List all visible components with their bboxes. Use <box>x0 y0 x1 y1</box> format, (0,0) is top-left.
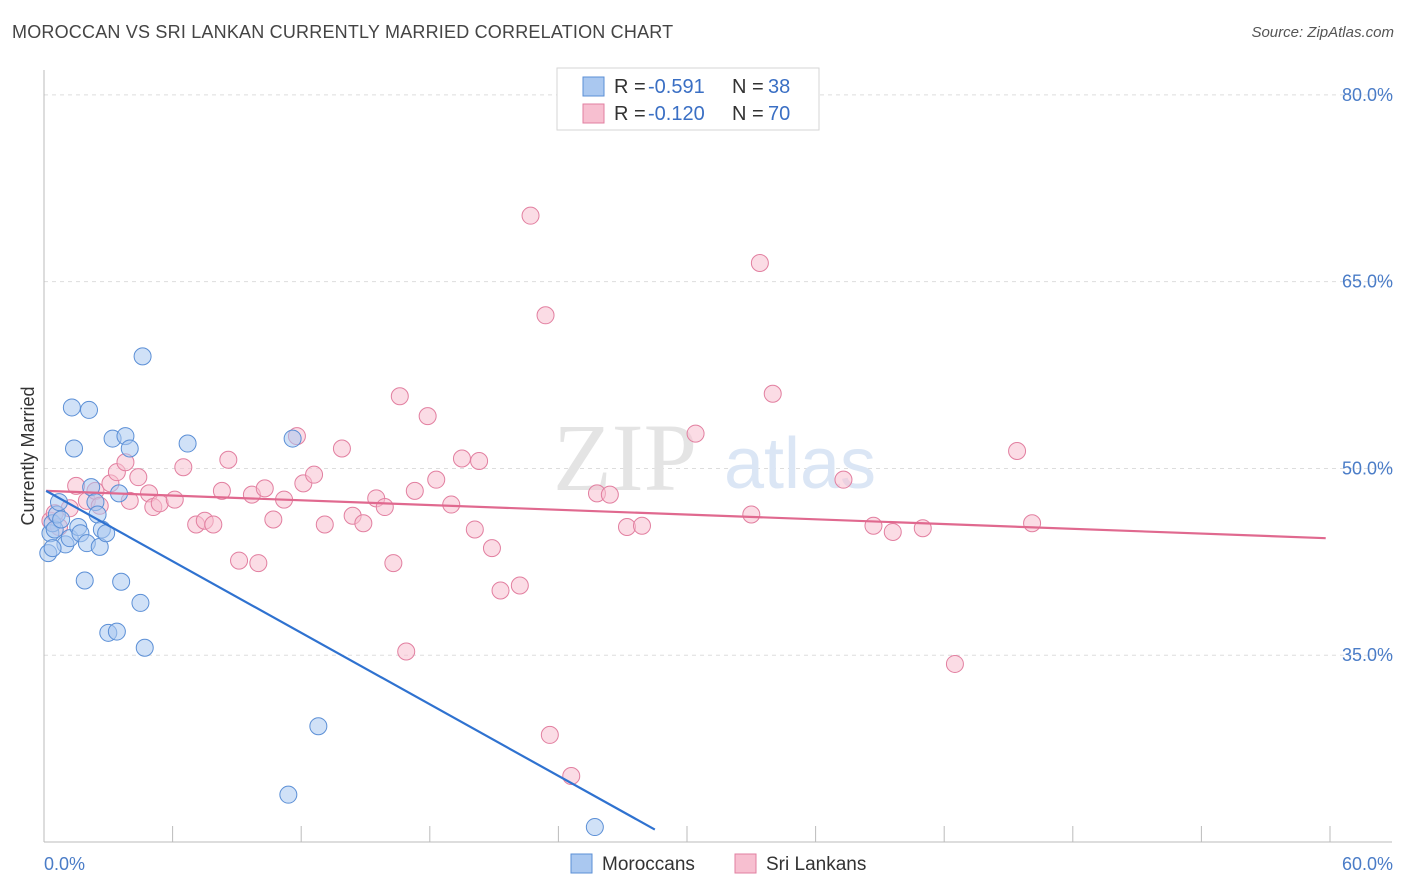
legend-n-label-moroccan: N = <box>732 76 764 98</box>
srilankan-point <box>375 498 394 517</box>
legend-n-moroccan: 38 <box>768 76 790 98</box>
moroccan-points <box>39 347 604 837</box>
y-tick-label: 50.0% <box>1342 458 1393 478</box>
srilankan-point <box>249 554 268 573</box>
moroccan-point <box>178 434 197 453</box>
moroccan-point <box>131 593 150 612</box>
srilankan-point <box>332 439 351 458</box>
moroccan-point <box>80 400 99 419</box>
moroccan-point <box>585 818 604 837</box>
srilankan-point <box>212 481 231 500</box>
srilankan-point <box>204 515 223 534</box>
srilankan-point <box>165 490 184 509</box>
bottom-legend-moroccans: Moroccans <box>602 854 695 875</box>
srilankan-point <box>600 485 619 504</box>
legend-r-srilankan: -0.120 <box>648 103 705 125</box>
x-tick-label-max: 60.0% <box>1342 854 1393 874</box>
srilankan-point <box>617 517 636 536</box>
moroccan-point <box>279 785 298 804</box>
moroccan-point <box>75 571 94 590</box>
moroccan-point <box>309 717 328 736</box>
srilankan-point <box>174 458 193 477</box>
tick-labels: 35.0% 50.0% 65.0% 80.0% 0.0% 60.0% <box>44 85 1393 874</box>
srilankan-point <box>405 481 424 500</box>
srilankan-point <box>510 576 529 595</box>
srilankan-point <box>536 306 555 325</box>
srilankan-point <box>129 468 148 487</box>
srilankan-point <box>742 505 761 524</box>
srilankan-point <box>763 384 782 403</box>
moroccan-point <box>107 622 126 641</box>
srilankan-point <box>540 725 559 744</box>
legend-n-label-srilankan: N = <box>732 103 764 125</box>
srilankan-trend-line <box>46 489 1326 540</box>
source-label: Source: ZipAtlas.com <box>1251 24 1394 41</box>
srilankan-point <box>470 451 489 470</box>
watermark: ZIP atlas <box>553 404 876 511</box>
legend-r-label-srilankan: R = <box>614 103 646 125</box>
srilankan-point <box>452 449 471 468</box>
x-tick-label-min: 0.0% <box>44 854 85 874</box>
srilankan-point <box>482 539 501 558</box>
y-tick-label: 65.0% <box>1342 272 1393 292</box>
watermark-atlas: atlas <box>724 424 876 504</box>
legend-swatch-moroccan <box>582 76 605 97</box>
grid-lines <box>44 94 1392 656</box>
legend-n-srilankan: 70 <box>768 103 790 125</box>
moroccan-point <box>283 429 302 448</box>
srilankan-point <box>390 387 409 406</box>
moroccan-point <box>120 439 139 458</box>
moroccan-point <box>133 347 152 366</box>
srilankan-point <box>834 470 853 489</box>
srilankan-point <box>150 494 169 513</box>
watermark-zip: ZIP <box>553 404 697 511</box>
srilankan-point <box>418 407 437 426</box>
srilankan-point <box>521 206 540 225</box>
srilankan-point <box>491 581 510 600</box>
srilankan-point <box>427 470 446 489</box>
srilankan-point <box>632 516 651 535</box>
srilankan-point <box>354 514 373 533</box>
moroccan-point <box>52 510 71 529</box>
legend-swatch-srilankan <box>582 103 605 124</box>
trend-lines <box>45 489 1326 831</box>
bottom-legend-swatch-srilankans <box>734 853 757 874</box>
moroccan-point <box>43 539 62 558</box>
moroccan-trend-line <box>45 489 656 831</box>
bottom-legend-swatch-moroccans <box>570 853 593 874</box>
srilankan-point <box>384 554 403 573</box>
srilankan-point <box>1008 442 1027 461</box>
moroccan-point <box>62 398 81 417</box>
srilankan-point <box>750 254 769 272</box>
moroccan-point <box>112 572 131 591</box>
srilankan-point <box>945 654 964 673</box>
srilankan-point <box>264 510 283 529</box>
moroccan-point <box>135 638 154 657</box>
srilankan-point <box>883 522 902 541</box>
chart-title: MOROCCAN VS SRI LANKAN CURRENTLY MARRIED… <box>12 22 674 42</box>
srilankan-point <box>686 424 705 443</box>
axes <box>43 70 1392 843</box>
srilankan-point <box>315 515 334 534</box>
bottom-legend-srilankans: Sri Lankans <box>766 854 866 875</box>
srilankan-point <box>1023 514 1042 533</box>
srilankan-point <box>219 450 238 469</box>
series-legend: Moroccans Sri Lankans <box>570 853 866 875</box>
legend-r-moroccan: -0.591 <box>648 76 705 98</box>
correlation-legend: R = -0.591 N = 38 R = -0.120 N = 70 <box>556 67 820 131</box>
srilankan-point <box>864 516 883 535</box>
srilankan-point <box>465 520 484 539</box>
y-tick-label: 35.0% <box>1342 645 1393 665</box>
y-tick-label: 80.0% <box>1342 85 1393 105</box>
moroccan-point <box>65 439 84 458</box>
legend-r-label-moroccan: R = <box>614 76 646 98</box>
srilankan-point <box>305 465 324 484</box>
srilankan-point <box>255 479 274 498</box>
srilankan-point <box>397 642 416 661</box>
y-axis-title: Currently Married <box>18 386 38 525</box>
srilankan-point <box>230 551 249 570</box>
